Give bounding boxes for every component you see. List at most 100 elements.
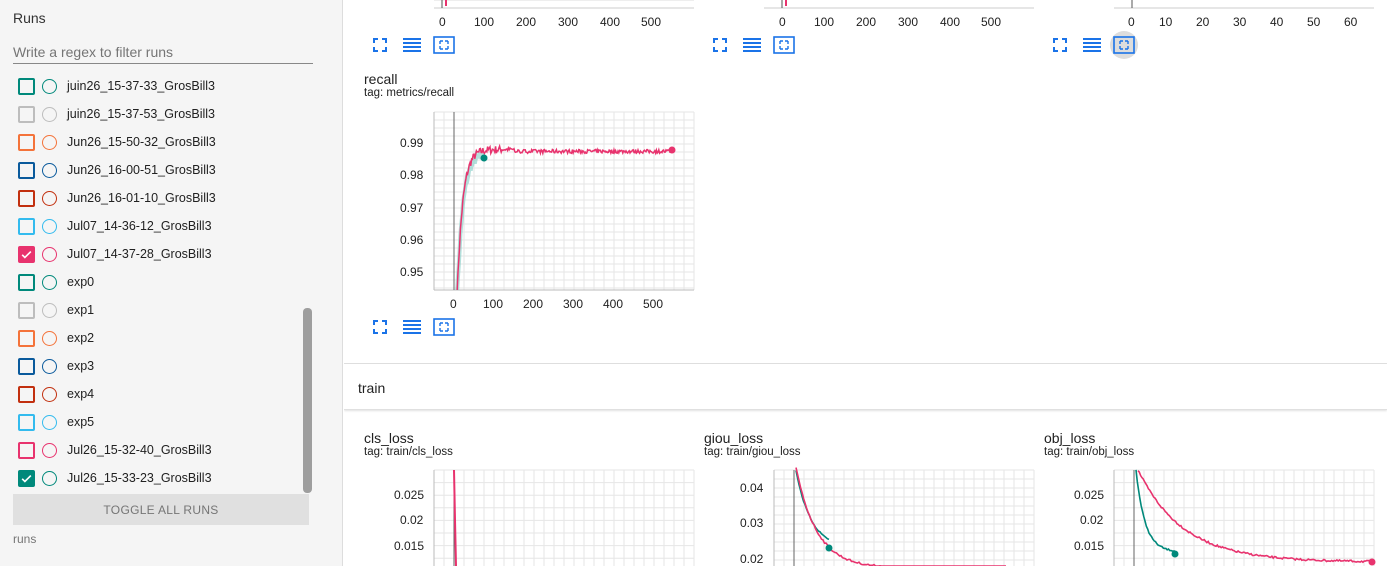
recall-series-line: [456, 143, 673, 291]
run-color-swatch[interactable]: [42, 135, 57, 150]
cls-loss-ytick: 0.015: [394, 539, 425, 553]
run-checkbox[interactable]: [18, 190, 35, 207]
run-checkbox[interactable]: [18, 218, 35, 235]
run-checkbox[interactable]: [18, 414, 35, 431]
run-item[interactable]: exp4: [0, 380, 320, 408]
run-color-swatch[interactable]: [42, 415, 57, 430]
run-list-scrollbar[interactable]: [303, 308, 312, 493]
run-color-swatch[interactable]: [42, 79, 57, 94]
recall-ytick: 0.97: [400, 201, 424, 215]
run-item[interactable]: Jun26_16-00-51_GrosBill3: [0, 156, 320, 184]
run-checkbox[interactable]: [18, 302, 35, 319]
run-color-swatch[interactable]: [42, 191, 57, 206]
run-checkbox[interactable]: [18, 274, 35, 291]
obj-loss-ytick: 0.02: [1080, 513, 1104, 527]
run-name-label: exp3: [67, 359, 95, 373]
recall-xtick: 400: [603, 297, 624, 311]
giou-loss-tag: tag: train/giou_loss: [704, 446, 801, 458]
run-item[interactable]: Jul26_15-32-40_GrosBill3: [0, 436, 320, 464]
toggle-log-scale-icon[interactable]: [1078, 31, 1106, 59]
recall-card-tag: tag: metrics/recall: [364, 87, 455, 99]
run-color-swatch[interactable]: [42, 471, 57, 486]
run-color-swatch[interactable]: [42, 275, 57, 290]
run-filter-input[interactable]: [13, 40, 313, 64]
top-chart-3-xtick: 0: [1128, 15, 1135, 29]
runs-sidebar: Runs juin26_15-37-33_GrosBill3 juin26_15-…: [0, 0, 343, 566]
run-color-swatch[interactable]: [42, 443, 57, 458]
run-checkbox[interactable]: [18, 246, 35, 263]
run-item[interactable]: juin26_15-37-53_GrosBill3: [0, 100, 320, 128]
top-chart-2-xtick: 400: [940, 15, 961, 29]
top-chart-3-xtick: 10: [1159, 15, 1173, 29]
run-checkbox[interactable]: [18, 386, 35, 403]
run-checkbox[interactable]: [18, 358, 35, 375]
recall-chart: [433, 111, 695, 291]
recall-series-end-point: [480, 154, 488, 162]
expand-chart-icon[interactable]: [1046, 31, 1074, 59]
toggle-all-runs-button[interactable]: TOGGLE ALL RUNS: [13, 494, 309, 525]
fit-domain-icon[interactable]: [1110, 31, 1138, 59]
toggle-log-scale-icon[interactable]: [738, 31, 766, 59]
top-chart-1-xtick: 100: [474, 15, 495, 29]
run-name-label: Jul26_15-33-23_GrosBill3: [67, 471, 212, 485]
run-checkbox[interactable]: [18, 162, 35, 179]
expand-chart-icon[interactable]: [366, 31, 394, 59]
obj-loss-title: obj_loss: [1044, 430, 1096, 446]
run-item[interactable]: Jun26_16-01-10_GrosBill3: [0, 184, 320, 212]
toggle-log-scale-icon[interactable]: [398, 31, 426, 59]
fit-domain-icon[interactable]: [430, 313, 458, 341]
run-item[interactable]: exp5: [0, 408, 320, 436]
run-item[interactable]: exp0: [0, 268, 320, 296]
toggle-log-scale-icon[interactable]: [398, 313, 426, 341]
run-checkbox[interactable]: [18, 134, 35, 151]
train-section-header[interactable]: train: [344, 364, 1387, 410]
run-color-swatch[interactable]: [42, 247, 57, 262]
run-checkbox[interactable]: [18, 470, 35, 487]
recall-card-title: recall: [364, 71, 398, 87]
obj-series-line-pink: [1137, 470, 1373, 564]
run-name-label: Jul07_14-37-28_GrosBill3: [67, 247, 212, 261]
run-checkbox[interactable]: [18, 330, 35, 347]
top-chart-1-xtick: 500: [641, 15, 662, 29]
giou-loss-ytick: 0.03: [740, 516, 764, 530]
run-color-swatch[interactable]: [42, 303, 57, 318]
run-name-label: Jul07_14-36-12_GrosBill3: [67, 219, 212, 233]
run-name-label: exp0: [67, 275, 95, 289]
run-checkbox[interactable]: [18, 106, 35, 123]
run-item[interactable]: exp1: [0, 296, 320, 324]
run-item[interactable]: Jul07_14-36-12_GrosBill3: [0, 212, 320, 240]
obj-loss-chart: [1113, 469, 1376, 566]
obj-loss-ytick: 0.025: [1074, 488, 1105, 502]
main-panel: 0 100 200 300 400 500 0 100 200 300 400 …: [344, 0, 1387, 566]
run-name-label: Jul26_15-32-40_GrosBill3: [67, 443, 212, 457]
run-item[interactable]: exp3: [0, 352, 320, 380]
giou-series-end-point: [825, 544, 833, 552]
recall-ytick: 0.99: [400, 136, 424, 150]
fit-domain-icon[interactable]: [770, 31, 798, 59]
expand-chart-icon[interactable]: [366, 313, 394, 341]
run-color-swatch[interactable]: [42, 163, 57, 178]
run-color-swatch[interactable]: [42, 107, 57, 122]
runs-title: Runs: [13, 10, 46, 26]
run-item[interactable]: Jul07_14-37-28_GrosBill3: [0, 240, 320, 268]
run-color-swatch[interactable]: [42, 359, 57, 374]
run-item[interactable]: Jul26_15-33-23_GrosBill3: [0, 464, 320, 492]
run-color-swatch[interactable]: [42, 331, 57, 346]
run-checkbox[interactable]: [18, 78, 35, 95]
run-item[interactable]: juin26_15-37-33_GrosBill3: [0, 72, 320, 100]
top-chart-2-plot: [764, 0, 1034, 9]
run-color-swatch[interactable]: [42, 219, 57, 234]
fit-domain-icon[interactable]: [430, 31, 458, 59]
run-item[interactable]: Jun26_15-50-32_GrosBill3: [0, 128, 320, 156]
run-name-label: Jun26_15-50-32_GrosBill3: [67, 135, 216, 149]
top-chart-3-plot: [1114, 0, 1374, 9]
run-color-swatch[interactable]: [42, 387, 57, 402]
top-chart-3-xtick: 30: [1233, 15, 1247, 29]
giou-loss-ytick: 0.04: [740, 481, 764, 495]
recall-ytick: 0.96: [400, 233, 424, 247]
recall-ytick: 0.98: [400, 168, 424, 182]
expand-chart-icon[interactable]: [706, 31, 734, 59]
run-item[interactable]: exp2: [0, 324, 320, 352]
cls-loss-ytick: 0.025: [394, 488, 425, 502]
run-checkbox[interactable]: [18, 442, 35, 459]
